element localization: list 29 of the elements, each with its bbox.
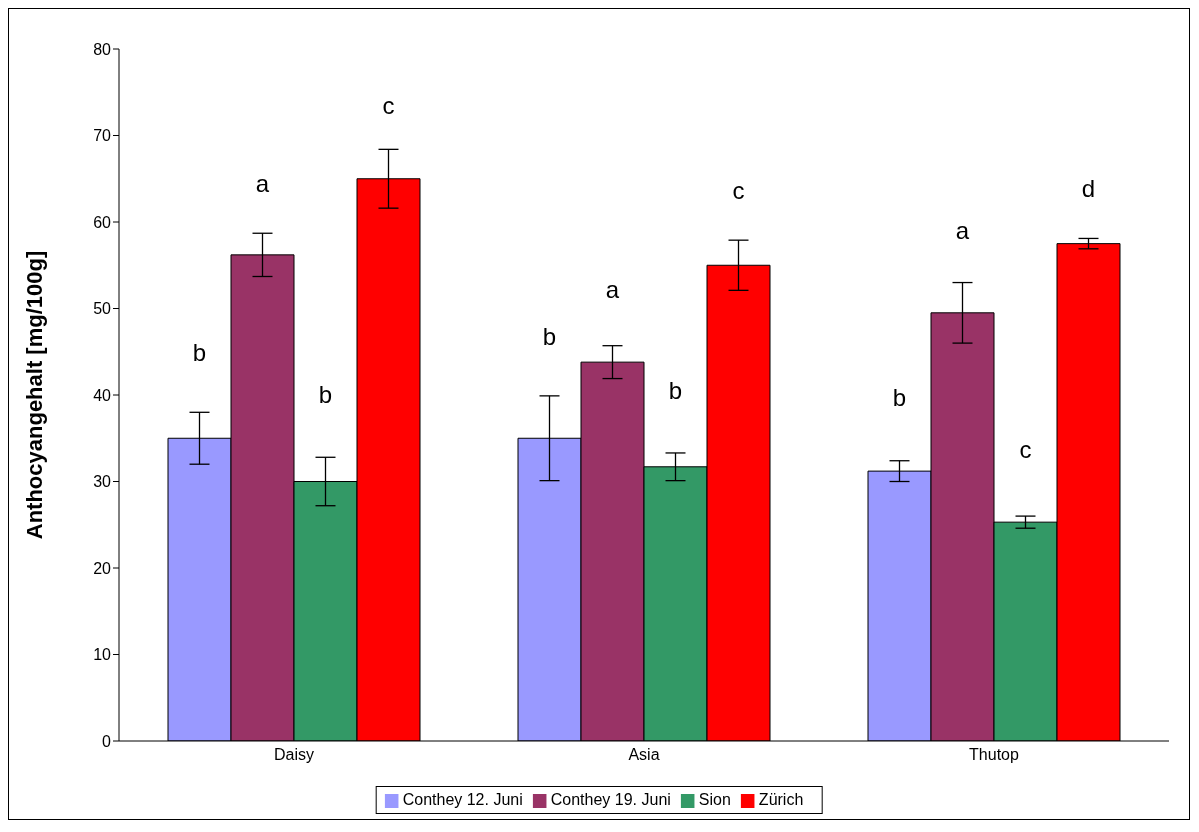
annotation: b (192, 338, 207, 366)
y-tick-label: 0 (102, 732, 112, 750)
x-tick-label: Asia (628, 746, 660, 764)
legend-label: Conthey 12. Juni (402, 791, 523, 808)
annotation: b (542, 323, 557, 351)
annotation: c (382, 91, 395, 119)
annotation: c (1019, 436, 1032, 464)
annotation: a (605, 276, 620, 304)
y-tick-label: 70 (93, 127, 112, 145)
annotation: b (318, 380, 333, 408)
y-tick-label: 10 (93, 646, 112, 664)
y-tick-label: 20 (93, 559, 112, 577)
legend-label: Zürich (758, 791, 804, 808)
annotation: d (1081, 175, 1096, 203)
annotation: b (892, 384, 907, 412)
y-tick-label: 50 (93, 300, 112, 318)
annotation: c (732, 176, 745, 204)
y-tick-label: 30 (93, 473, 112, 491)
legend-label: Conthey 19. Juni (550, 791, 671, 808)
y-tick-label: 40 (93, 386, 112, 404)
annotation: a (955, 216, 970, 244)
annotation: a (255, 170, 270, 198)
y-axis-title: Anthocyangehalt [mg/100g] (21, 250, 47, 540)
x-tick-label: Daisy (273, 746, 315, 764)
x-tick-label: Thutop (969, 746, 1020, 764)
y-tick-label: 60 (93, 213, 112, 231)
legend-label: Sion (698, 791, 731, 808)
annotation: b (668, 376, 683, 404)
y-tick-label: 80 (93, 40, 112, 58)
